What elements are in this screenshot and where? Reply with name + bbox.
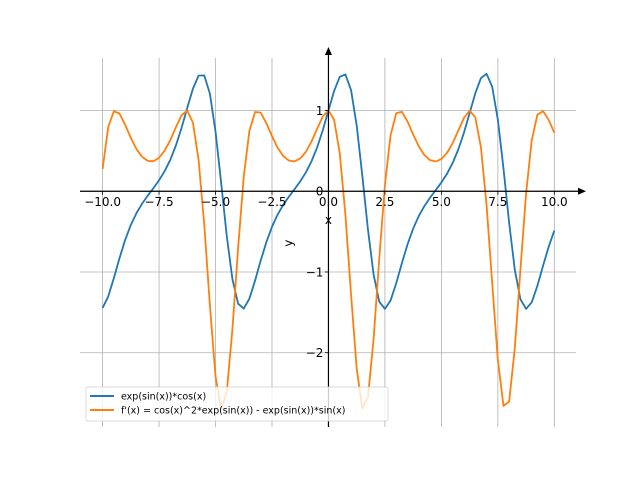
x-tick-label: 7.5	[488, 195, 507, 209]
legend-label-derivative: f'(x) = cos(x)^2*exp(sin(x)) - exp(sin(x…	[121, 406, 345, 417]
y-tick-label: −2	[306, 346, 324, 360]
x-tick-label: 5.0	[432, 195, 451, 209]
x-axis-arrow-icon	[578, 187, 586, 195]
legend-label-exp-sin-cos: exp(sin(x))*cos(x)	[121, 392, 206, 403]
legend: exp(sin(x))*cos(x) f'(x) = cos(x)^2*exp(…	[85, 386, 389, 422]
legend-frame	[85, 386, 389, 422]
x-axis-label: x	[325, 213, 332, 227]
x-tick-label: 0.0	[319, 195, 338, 209]
y-axis-arrow-icon	[324, 47, 332, 55]
x-tick-label: 2.5	[375, 195, 394, 209]
axes	[80, 47, 586, 427]
y-tick-label: 1	[316, 104, 324, 118]
x-tick-label: −2.5	[257, 195, 286, 209]
y-tick-label: −1	[306, 265, 324, 279]
ticks: −10.0 −7.5 −5.0 −2.5 0.0 2.5 5.0 7.5 10.0 −2 −1 0 1	[84, 104, 567, 360]
x-tick-label: 10.0	[541, 195, 568, 209]
y-axis-label: y	[281, 240, 295, 247]
x-tick-label: −7.5	[144, 195, 173, 209]
x-tick-label: −10.0	[84, 195, 121, 209]
y-tick-label: 0	[316, 185, 324, 199]
x-tick-label: −5.0	[201, 195, 230, 209]
